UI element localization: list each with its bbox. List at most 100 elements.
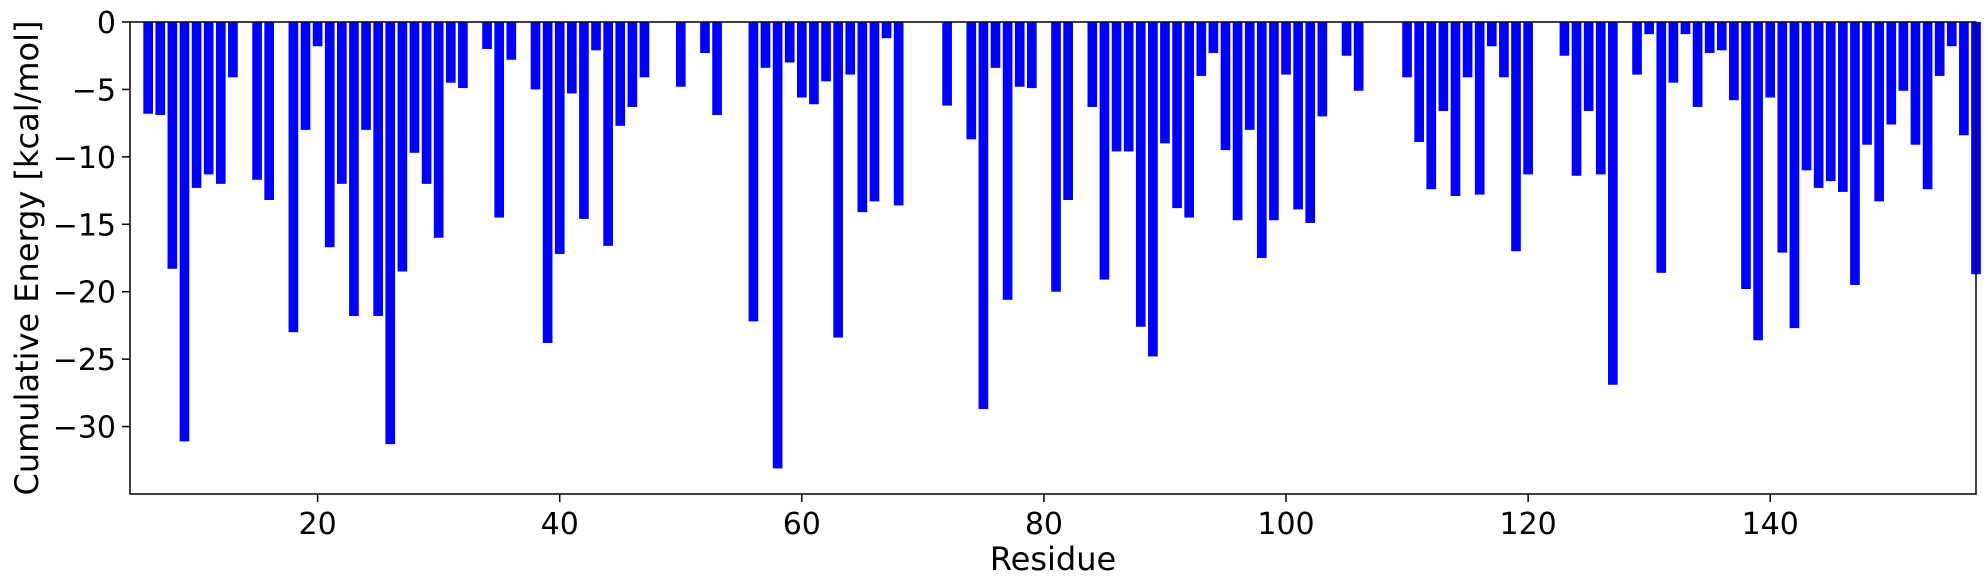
bar-residue-66 [869,22,880,202]
bar-residue-68 [893,22,904,206]
x-tick-label: 140 [1742,507,1799,542]
bar-residue-148 [1862,22,1872,145]
bar-residue-124 [1571,22,1582,176]
bar-residue-44 [603,22,613,246]
bar-residue-112 [1426,22,1437,190]
bar-residue-21 [324,22,335,248]
bar-residue-105 [1341,22,1352,56]
bar-residue-91 [1172,22,1182,209]
bar-residue-94 [1208,22,1219,54]
bar-residue-43 [591,22,601,51]
x-tick-label: 100 [1257,507,1314,542]
bar-residue-129 [1632,22,1642,75]
bar-residue-20 [312,22,323,47]
bar-residue-136 [1716,22,1727,51]
bar-residue-151 [1898,22,1909,91]
bar-residue-78 [1014,22,1025,87]
bar-residue-100 [1281,22,1291,75]
bar-residue-81 [1051,22,1061,292]
bar-residue-134 [1692,22,1703,107]
bar-residue-28 [409,22,420,153]
bar-residue-138 [1741,22,1751,290]
bar-residue-123 [1559,22,1570,56]
bar-residue-96 [1232,22,1243,221]
bar-residue-7 [155,22,166,116]
bar-residue-82 [1063,22,1073,201]
bar-residue-61 [809,22,819,105]
bar-residue-153 [1922,22,1933,190]
bar-residue-89 [1148,22,1158,357]
bar-residue-47 [639,22,650,78]
bar-residue-145 [1825,22,1836,182]
bar-residue-52 [700,22,710,54]
bar-residue-15 [252,22,262,180]
bar-residue-120 [1523,22,1533,175]
bar-residue-149 [1874,22,1885,202]
bar-residue-19 [300,22,311,130]
bar-residue-135 [1704,22,1715,54]
bar-residue-39 [542,22,553,343]
bar-residue-103 [1317,22,1328,117]
bar-residue-87 [1123,22,1134,152]
bar-residue-65 [857,22,868,213]
y-axis-ticks: 0 −5 −10 −15 −20 −25 −30 [53,6,130,446]
bar-residue-154 [1934,22,1945,76]
bar-residue-146 [1838,22,1848,192]
y-tick-label: −25 [53,343,116,378]
bar-residue-11 [203,22,214,175]
bar-residue-88 [1135,22,1146,327]
bar-residue-59 [784,22,795,63]
bar-residue-99 [1269,22,1279,221]
bar-residue-34 [482,22,492,49]
bar-residue-106 [1353,22,1364,91]
bar-residue-147 [1850,22,1860,285]
y-tick-label: −10 [53,141,116,176]
bar-residue-45 [615,22,626,126]
bar-residue-102 [1305,22,1316,223]
bar-residue-95 [1220,22,1231,151]
bar-residue-12 [215,22,226,184]
bar-residue-64 [845,22,856,75]
x-tick-label: 60 [783,507,821,542]
bar-residue-63 [833,22,843,338]
bar-residue-155 [1946,22,1957,47]
bar-residue-22 [336,22,347,184]
bar-residue-127 [1608,22,1618,385]
bar-residue-24 [361,22,371,130]
bar-residue-131 [1656,22,1667,273]
bar-residue-29 [421,22,432,184]
bar-residue-115 [1462,22,1473,78]
x-tick-label: 40 [541,507,579,542]
y-axis-label: Cumulative Energy [kcal/mol] [8,20,46,495]
bar-residue-114 [1450,22,1461,196]
bar-residue-113 [1438,22,1449,112]
y-tick-label: −20 [53,276,116,311]
bar-residue-72 [942,22,952,106]
x-tick-label: 120 [1499,507,1556,542]
bar-residue-117 [1486,22,1497,47]
bar-residue-142 [1789,22,1800,329]
bar-residue-26 [385,22,396,445]
bar-residue-90 [1160,22,1170,144]
bar-residue-58 [772,22,783,469]
bar-residue-23 [349,22,359,316]
bar-residue-13 [228,22,238,78]
bar-residue-27 [397,22,408,272]
bar-residue-84 [1087,22,1098,107]
bar-residue-46 [627,22,638,107]
bar-residue-125 [1583,22,1594,112]
y-tick-label: −30 [53,411,116,446]
bar-residue-67 [881,22,892,39]
bar-residue-141 [1777,22,1788,253]
bar-residue-8 [167,22,178,269]
bar-residue-140 [1765,22,1776,98]
bar-residue-150 [1886,22,1897,125]
bar-residue-126 [1595,22,1606,175]
bar-residue-40 [554,22,565,254]
bar-residue-35 [494,22,505,218]
bar-residue-76 [990,22,1001,68]
bar-residue-77 [1002,22,1013,300]
bar-residue-85 [1099,22,1110,280]
bar-residue-56 [748,22,759,322]
bar-residue-143 [1801,22,1812,171]
